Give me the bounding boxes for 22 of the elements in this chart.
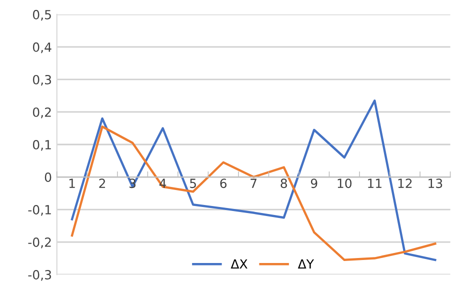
y-tick-label: 0,5 [32,10,51,21]
x-tick-label: 1 [69,178,75,188]
y-tick-label: -0,3 [28,270,52,281]
x-tick-label: 5 [190,178,196,188]
x-tick-label: 10 [338,178,352,188]
x-tick-label: 13 [428,178,442,188]
y-tick-label: 0,1 [32,140,51,151]
x-tick-label: 2 [99,178,105,188]
y-tick-label: -0,1 [28,204,51,216]
x-tick-label: 7 [250,178,256,188]
y-tick-label: 0,3 [32,74,52,86]
x-tick-label: 11 [368,178,382,188]
legend-label: ΔY [298,259,314,269]
y-tick-label: 0 [44,172,52,182]
y-tick-label: -0,2 [28,238,51,248]
legend-label: ΔX [230,259,248,269]
x-tick-label: 9 [310,178,318,188]
x-tick-label: 8 [280,178,287,188]
y-tick-label: 0,4 [32,42,52,54]
y-tick-label: 0,2 [32,107,51,118]
x-tick-label: 6 [220,178,227,188]
x-tick-label: 12 [398,178,412,188]
